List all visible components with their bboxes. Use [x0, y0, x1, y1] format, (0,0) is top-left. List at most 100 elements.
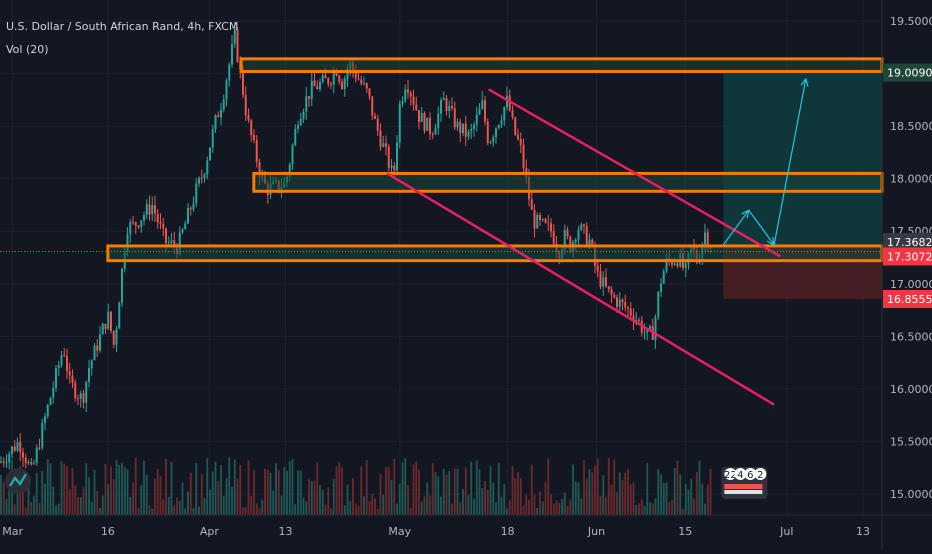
candle-body [456, 121, 459, 128]
candle-body [599, 270, 602, 287]
volume-bar [398, 483, 401, 515]
candle-body [63, 355, 66, 357]
candle-body [459, 121, 462, 134]
volume-bar [275, 463, 277, 515]
volume-bar [57, 503, 60, 515]
volume-bar [437, 476, 440, 515]
volume-bar [55, 505, 57, 515]
candle-body [393, 165, 396, 171]
candle-body [220, 109, 222, 118]
volume-bar [396, 503, 398, 515]
volume-bar [261, 500, 264, 515]
volume-bar [151, 508, 154, 515]
volume-bar [387, 466, 390, 515]
volume-bar [585, 478, 588, 515]
volume-bar [541, 501, 544, 515]
candle-body [536, 214, 539, 229]
volume-bar [624, 472, 627, 515]
candle-body [613, 294, 616, 298]
volume-bar [222, 495, 225, 515]
candle-body [115, 328, 118, 345]
candle-body [302, 111, 305, 119]
candle-body [500, 120, 503, 125]
volume-bar [429, 495, 431, 515]
volume-bar [580, 498, 583, 515]
volume-bar [313, 480, 316, 515]
volume-bar [162, 499, 165, 515]
candle-body [8, 453, 11, 463]
candle-body [363, 83, 365, 85]
volume-bar [657, 469, 660, 515]
volume-bar [497, 462, 500, 515]
volume-bar [566, 505, 569, 515]
volume-bar [709, 468, 712, 515]
volume-bar [420, 501, 423, 515]
candle-body [418, 109, 420, 123]
volume-bar [338, 461, 341, 515]
volume-bar [508, 500, 511, 515]
candle-body [187, 207, 189, 224]
candle-body [200, 177, 203, 179]
volume-bar [434, 471, 437, 515]
candle-body [506, 95, 508, 108]
candle-body [544, 219, 547, 223]
candle-body [140, 220, 143, 228]
volume-bar [544, 481, 547, 515]
candle-body [398, 103, 401, 143]
volume-bar [316, 462, 319, 515]
volume-bar [35, 473, 38, 515]
candle-body [321, 75, 324, 83]
volume-bar [574, 481, 577, 515]
volume-bar [341, 467, 343, 515]
candle-body [236, 29, 239, 62]
candle-body [588, 239, 591, 245]
candle-body [426, 117, 429, 131]
volume-bar [393, 458, 396, 515]
candle-body [671, 260, 673, 265]
candle-body [250, 120, 253, 136]
x-tick-label: 18 [501, 525, 515, 538]
volume-bar [616, 491, 618, 515]
volume-bar [101, 495, 104, 515]
x-tick-label: 15 [678, 525, 692, 538]
volume-bar [242, 507, 244, 515]
volume-bar [640, 499, 643, 515]
candle-body [27, 462, 30, 464]
candle-body [192, 203, 195, 210]
sr-zone-1 [239, 57, 884, 73]
y-tick-label: 16.50000 [890, 330, 932, 343]
volume-bar [354, 503, 357, 515]
candle-body [313, 80, 316, 87]
candle-body [52, 387, 55, 398]
volume-bar [77, 497, 79, 515]
volume-bar [167, 496, 170, 515]
candle-body [368, 88, 371, 97]
candle-body [332, 71, 335, 85]
volume-bar [118, 464, 121, 515]
candle-body [316, 86, 319, 90]
volume-bar [511, 465, 514, 515]
volume-bar [189, 472, 192, 515]
volume-bar [33, 495, 35, 515]
volume-bar [225, 478, 228, 515]
volume-bar [22, 477, 24, 515]
candle-body [96, 345, 99, 351]
symbol-title: U.S. Dollar / South African Rand, 4h, FX… [6, 20, 239, 33]
volume-bar [346, 484, 349, 515]
volume-bar [327, 487, 330, 515]
volume-bar [324, 504, 327, 515]
volume-bar [701, 483, 704, 515]
volume-bar [552, 503, 555, 515]
volume-bar [5, 499, 8, 515]
candle-body [38, 447, 41, 449]
candle-body [170, 240, 173, 243]
volume-bar [134, 457, 137, 515]
volume-bar [569, 499, 572, 515]
candle-body [382, 143, 385, 147]
volume-bar [563, 492, 566, 515]
candle-body [343, 78, 346, 89]
price-tag-label: 17.36828 [887, 236, 932, 249]
volume-bar [247, 460, 250, 515]
